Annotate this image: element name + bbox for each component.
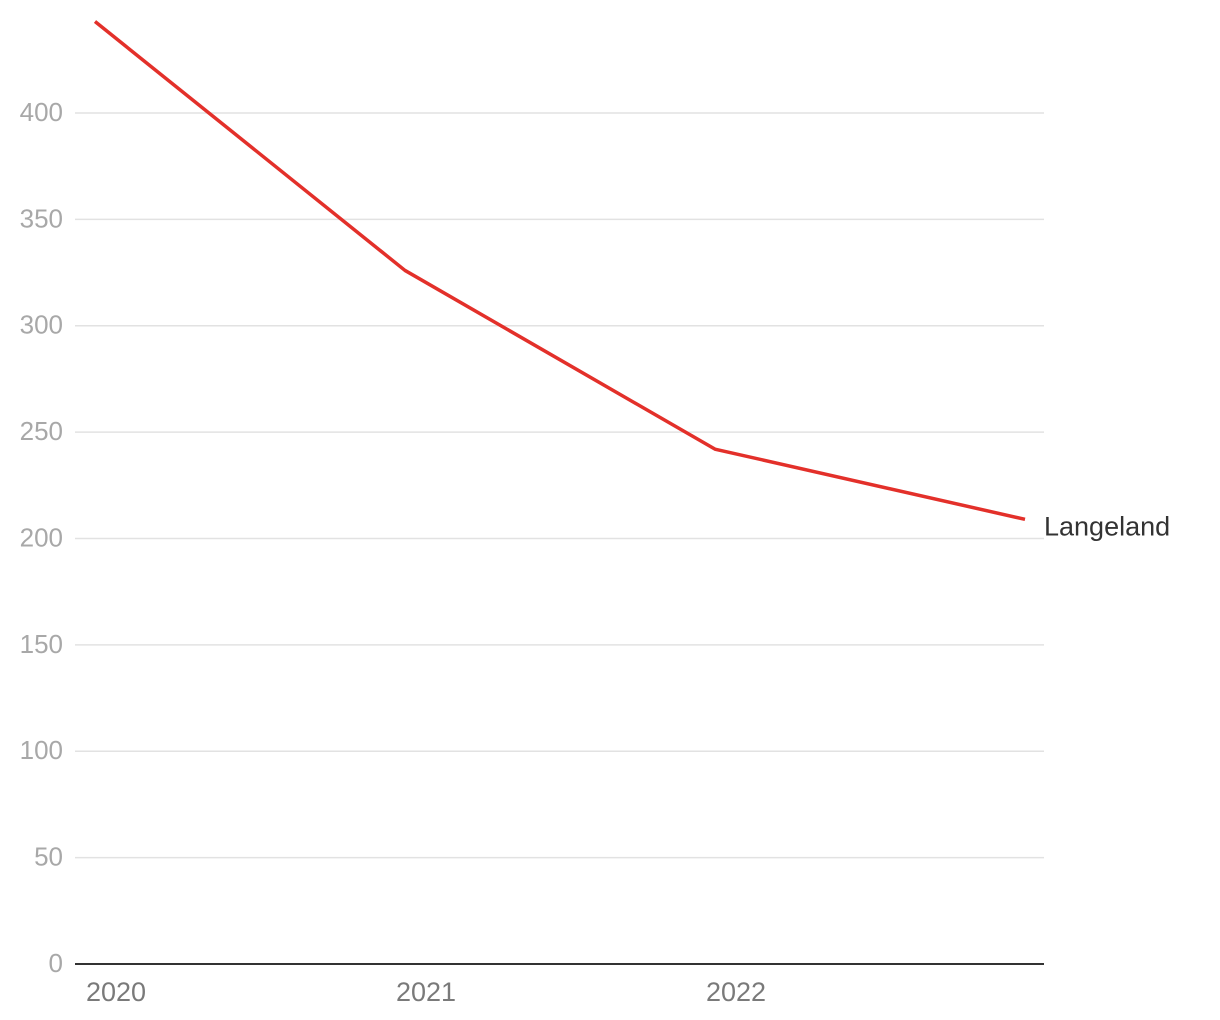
x-tick-label: 2021 <box>396 977 456 1007</box>
series-label: Langeland <box>1044 511 1170 541</box>
y-tick-label: 150 <box>20 629 63 659</box>
x-tick-label: 2022 <box>706 977 766 1007</box>
y-tick-label: 100 <box>20 735 63 765</box>
y-tick-label: 400 <box>20 97 63 127</box>
y-tick-label: 0 <box>49 948 63 978</box>
y-tick-label: 200 <box>20 522 63 552</box>
series-line <box>93 20 1026 522</box>
y-tick-label: 50 <box>34 842 63 872</box>
y-tick-label: 350 <box>20 203 63 233</box>
x-tick-label: 2020 <box>86 977 146 1007</box>
y-tick-label: 300 <box>20 310 63 340</box>
y-tick-label: 250 <box>20 416 63 446</box>
